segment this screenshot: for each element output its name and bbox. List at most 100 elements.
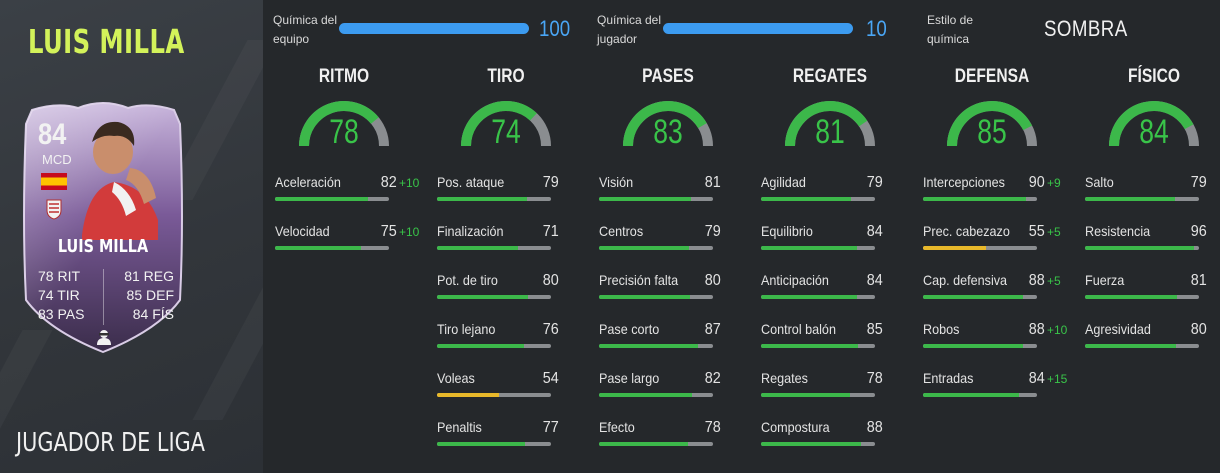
attribute-bar bbox=[599, 197, 713, 201]
category-title: PASES bbox=[642, 66, 694, 87]
attribute-row: Salto 79 bbox=[1085, 174, 1220, 201]
attribute-name: Velocidad bbox=[275, 223, 330, 239]
attribute-bar-fill bbox=[1085, 246, 1195, 250]
attribute-value: 81 bbox=[704, 174, 721, 191]
attribute-bar-fill bbox=[923, 393, 1019, 397]
attribute-value: 79 bbox=[1190, 174, 1207, 191]
attribute-value: 77 bbox=[542, 419, 559, 436]
category-gauge bbox=[1109, 101, 1199, 147]
attribute-bar-fill bbox=[599, 344, 699, 348]
attribute-row: Visión 81 bbox=[599, 174, 759, 201]
card-stats: 78 RIT 81 REG 74 TIR 85 DEF 83 PAS 84 FÍ… bbox=[38, 267, 174, 324]
attribute-bar bbox=[437, 197, 551, 201]
attribute-value: 88 bbox=[1028, 321, 1045, 338]
attribute-name: Entradas bbox=[923, 370, 974, 386]
player-chemistry-bar bbox=[663, 23, 853, 34]
attribute-boost: +5 bbox=[1047, 225, 1061, 239]
attribute-value: 78 bbox=[866, 370, 883, 387]
attribute-row: Prec. cabezazo 55 +5 bbox=[923, 223, 1083, 250]
attribute-value: 84 bbox=[866, 223, 883, 240]
attribute-name: Control balón bbox=[761, 321, 836, 337]
attribute-row: Resistencia 96 bbox=[1085, 223, 1220, 250]
attribute-name: Tiro lejano bbox=[437, 321, 496, 337]
player-chemistry-label-line2: jugador bbox=[597, 32, 638, 46]
attribute-value: 82 bbox=[380, 174, 397, 191]
chemistry-style-label-line1: Estilo de bbox=[927, 13, 974, 27]
attribute-bar bbox=[761, 197, 875, 201]
attribute-bar-fill bbox=[1085, 197, 1176, 201]
attribute-bar bbox=[437, 442, 551, 446]
player-chemistry-label: Química del jugador bbox=[597, 11, 661, 49]
player-card[interactable]: 84 MCD LUIS MILLA 78 RIT 81 REG 74 TIR 8… bbox=[18, 100, 188, 358]
attribute-name: Visión bbox=[599, 174, 634, 190]
gauge-fill bbox=[947, 101, 1033, 147]
category-value: 74 bbox=[491, 113, 521, 151]
player-name-title: LUIS MILLA bbox=[28, 22, 185, 61]
attribute-bar-fill bbox=[923, 246, 986, 250]
attribute-bar bbox=[923, 197, 1037, 201]
card-stat-physical: 84 FÍS bbox=[132, 306, 174, 322]
attribute-bar bbox=[923, 344, 1037, 348]
attribute-bar bbox=[275, 197, 389, 201]
attribute-value: 88 bbox=[1028, 272, 1045, 289]
attribute-name: Regates bbox=[761, 370, 808, 386]
attribute-bar bbox=[599, 295, 713, 299]
attribute-bar bbox=[599, 246, 713, 250]
attribute-boost: +5 bbox=[1047, 274, 1061, 288]
attribute-bar bbox=[437, 246, 551, 250]
attribute-value: 84 bbox=[1028, 370, 1045, 387]
attribute-bar-fill bbox=[599, 442, 688, 446]
attribute-row: Efecto 78 bbox=[599, 419, 759, 446]
card-stat-row: 78 RIT 81 REG bbox=[38, 267, 174, 286]
attribute-bar bbox=[761, 344, 875, 348]
attribute-bar bbox=[1085, 197, 1199, 201]
attribute-row: Pase corto 87 bbox=[599, 321, 759, 348]
attribute-value: 80 bbox=[542, 272, 559, 289]
attribute-bar-fill bbox=[761, 246, 857, 250]
team-chemistry-label-line2: equipo bbox=[273, 32, 310, 46]
category-value: 81 bbox=[815, 113, 845, 151]
attribute-value: 88 bbox=[866, 419, 883, 436]
attribute-bar bbox=[923, 246, 1037, 250]
attribute-name: Efecto bbox=[599, 419, 635, 435]
attribute-row: Tiro lejano 76 bbox=[437, 321, 597, 348]
category-gauge bbox=[785, 101, 875, 147]
attribute-row: Anticipación 84 bbox=[761, 272, 921, 299]
attribute-row: Centros 79 bbox=[599, 223, 759, 250]
attribute-bar-fill bbox=[923, 197, 1026, 201]
category-gauge bbox=[947, 101, 1037, 147]
attribute-name: Compostura bbox=[761, 419, 830, 435]
attribute-row: Finalización 71 bbox=[437, 223, 597, 250]
attribute-value: 55 bbox=[1028, 223, 1045, 240]
attribute-row: Precisión falta 80 bbox=[599, 272, 759, 299]
attribute-bar-fill bbox=[275, 246, 361, 250]
chemistry-style-value: SOMBRA bbox=[1044, 16, 1128, 41]
card-position: MCD bbox=[42, 152, 72, 167]
attribute-bar bbox=[761, 393, 875, 397]
attribute-name: Penaltis bbox=[437, 419, 482, 435]
attribute-bar bbox=[437, 393, 551, 397]
attribute-bar-fill bbox=[761, 295, 857, 299]
gauge-fill bbox=[1109, 101, 1194, 147]
attribute-row: Agilidad 79 bbox=[761, 174, 921, 201]
attribute-bar-fill bbox=[437, 246, 518, 250]
card-rating: 84 bbox=[38, 118, 67, 151]
attribute-bar bbox=[437, 344, 551, 348]
team-chemistry-label-line1: Química del bbox=[273, 13, 338, 27]
attribute-bar-fill bbox=[1085, 295, 1178, 299]
attribute-name: Agresividad bbox=[1085, 321, 1151, 337]
category-value: 84 bbox=[1139, 113, 1169, 151]
attribute-row: Agresividad 80 bbox=[1085, 321, 1220, 348]
attribute-value: 79 bbox=[704, 223, 721, 240]
card-stat-divider bbox=[103, 269, 104, 325]
attribute-row: Intercepciones 90 +9 bbox=[923, 174, 1083, 201]
attribute-row: Control balón 85 bbox=[761, 321, 921, 348]
attribute-boost: +10 bbox=[399, 225, 420, 239]
card-stat-row: 74 TIR 85 DEF bbox=[38, 286, 174, 305]
attribute-row: Penaltis 77 bbox=[437, 419, 597, 446]
player-chemistry-value: 10 bbox=[866, 16, 887, 41]
attribute-bar-fill bbox=[275, 197, 369, 201]
attribute-row: Aceleración 82 +10 bbox=[275, 174, 435, 201]
team-chemistry-bar bbox=[339, 23, 529, 34]
club-crest-icon bbox=[46, 199, 62, 220]
